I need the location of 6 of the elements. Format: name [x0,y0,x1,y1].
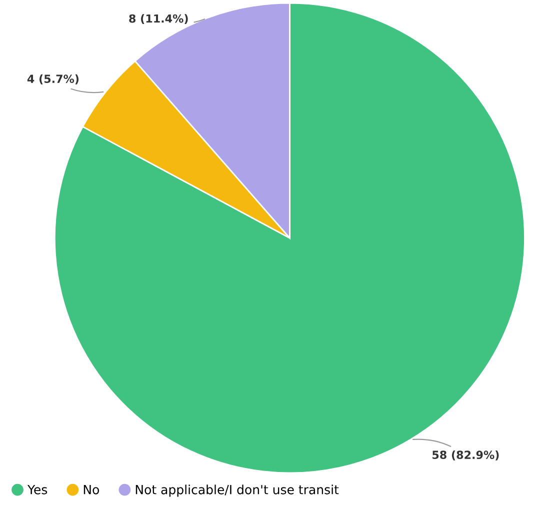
data-label: 58 (82.9%) [432,450,499,460]
legend-label: No [84,485,99,494]
data-label: 8 (11.4%) [129,14,188,24]
slice-label: Yes [27,485,48,494]
data-label: 4 (5.7%) [27,74,79,84]
legend-label: Not applicable/I don't use transit [136,484,339,497]
